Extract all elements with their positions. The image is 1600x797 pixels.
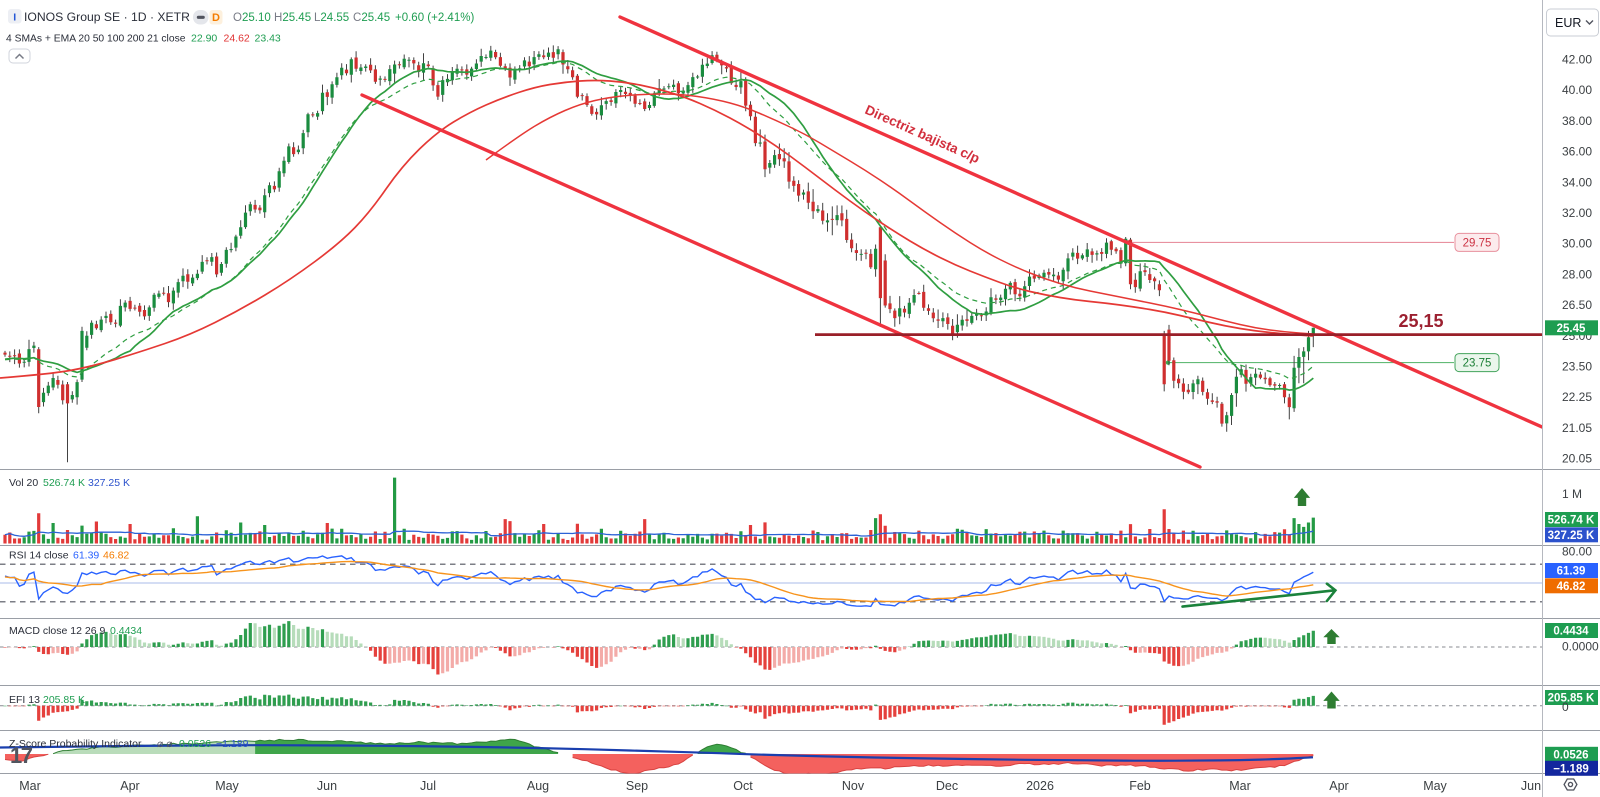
- svg-text:0.4434: 0.4434: [110, 625, 142, 637]
- svg-text:0.0000: 0.0000: [1562, 640, 1599, 654]
- svg-text:526.74 K: 526.74 K: [1548, 515, 1595, 527]
- svg-text:4 SMAs + EMA 20 50 100 200 21: 4 SMAs + EMA 20 50 100 200 21 close: [6, 34, 186, 45]
- svg-text:Mar: Mar: [19, 779, 41, 793]
- svg-text:EFI 13: EFI 13: [9, 694, 40, 706]
- svg-text:20.05: 20.05: [1562, 452, 1592, 466]
- svg-text:0.0526: 0.0526: [1553, 749, 1588, 761]
- svg-text:Jun: Jun: [1521, 779, 1541, 793]
- svg-text:22.25: 22.25: [1562, 390, 1592, 404]
- svg-text:42.00: 42.00: [1562, 53, 1592, 67]
- svg-text:Dec: Dec: [936, 779, 958, 793]
- svg-text:EUR: EUR: [1555, 16, 1581, 30]
- svg-text:0: 0: [1562, 700, 1569, 714]
- svg-text:32.00: 32.00: [1562, 206, 1592, 220]
- svg-text:46.82: 46.82: [1557, 581, 1586, 593]
- svg-text:38.00: 38.00: [1562, 114, 1592, 128]
- svg-text:205.85 K: 205.85 K: [43, 694, 85, 706]
- svg-text:23.50: 23.50: [1562, 360, 1592, 374]
- svg-text:Aug: Aug: [527, 779, 549, 793]
- svg-text:D: D: [212, 12, 220, 24]
- svg-text:May: May: [215, 779, 239, 793]
- svg-text:21.05: 21.05: [1562, 421, 1592, 435]
- svg-text:Z-Score Probability Indicator: Z-Score Probability Indicator: [9, 738, 142, 750]
- svg-text:0.4434: 0.4434: [1553, 626, 1589, 638]
- svg-text:61.39: 61.39: [1557, 566, 1586, 578]
- svg-text:Oct: Oct: [733, 779, 753, 793]
- svg-text:Apr: Apr: [120, 779, 139, 793]
- svg-text:17: 17: [10, 743, 33, 768]
- svg-text:2026: 2026: [1026, 779, 1054, 793]
- svg-text:1 M: 1 M: [1562, 487, 1582, 501]
- svg-text:34.00: 34.00: [1562, 175, 1592, 189]
- svg-text:Vol 20: Vol 20: [9, 477, 38, 489]
- svg-text:29.75: 29.75: [1463, 237, 1492, 249]
- svg-text:I: I: [13, 12, 16, 24]
- svg-text:25.45: 25.45: [1557, 323, 1586, 335]
- svg-text:RSI 14 close: RSI 14 close: [9, 550, 69, 562]
- svg-text:327.25 K: 327.25 K: [1548, 530, 1595, 542]
- svg-text:MACD close 12 26 9: MACD close 12 26 9: [9, 625, 105, 637]
- svg-text:Feb: Feb: [1129, 779, 1151, 793]
- svg-text:−1.189: −1.189: [1553, 763, 1589, 775]
- svg-text:80.00: 80.00: [1562, 545, 1592, 559]
- svg-text:IONOS Group SE · 1D · XETR: IONOS Group SE · 1D · XETR: [24, 10, 190, 24]
- svg-text:May: May: [1423, 779, 1447, 793]
- svg-text:205.85 K: 205.85 K: [1548, 693, 1595, 705]
- svg-text:Apr: Apr: [1329, 779, 1348, 793]
- svg-text:25,15: 25,15: [1398, 311, 1443, 331]
- svg-text:28.00: 28.00: [1562, 267, 1592, 281]
- svg-text:23.75: 23.75: [1463, 358, 1492, 370]
- svg-text:Jun: Jun: [317, 779, 337, 793]
- svg-text:Nov: Nov: [842, 779, 865, 793]
- svg-text:Sep: Sep: [626, 779, 648, 793]
- svg-text:Mar: Mar: [1229, 779, 1251, 793]
- svg-text:36.00: 36.00: [1562, 145, 1592, 159]
- svg-text:Jul: Jul: [420, 779, 436, 793]
- svg-text:⌀ ⌀0.0526−1.189: ⌀ ⌀ 0.0526 −1.189: [157, 738, 249, 750]
- svg-text:30.00: 30.00: [1562, 237, 1592, 251]
- svg-text:40.00: 40.00: [1562, 83, 1592, 97]
- svg-text:26.50: 26.50: [1562, 298, 1592, 312]
